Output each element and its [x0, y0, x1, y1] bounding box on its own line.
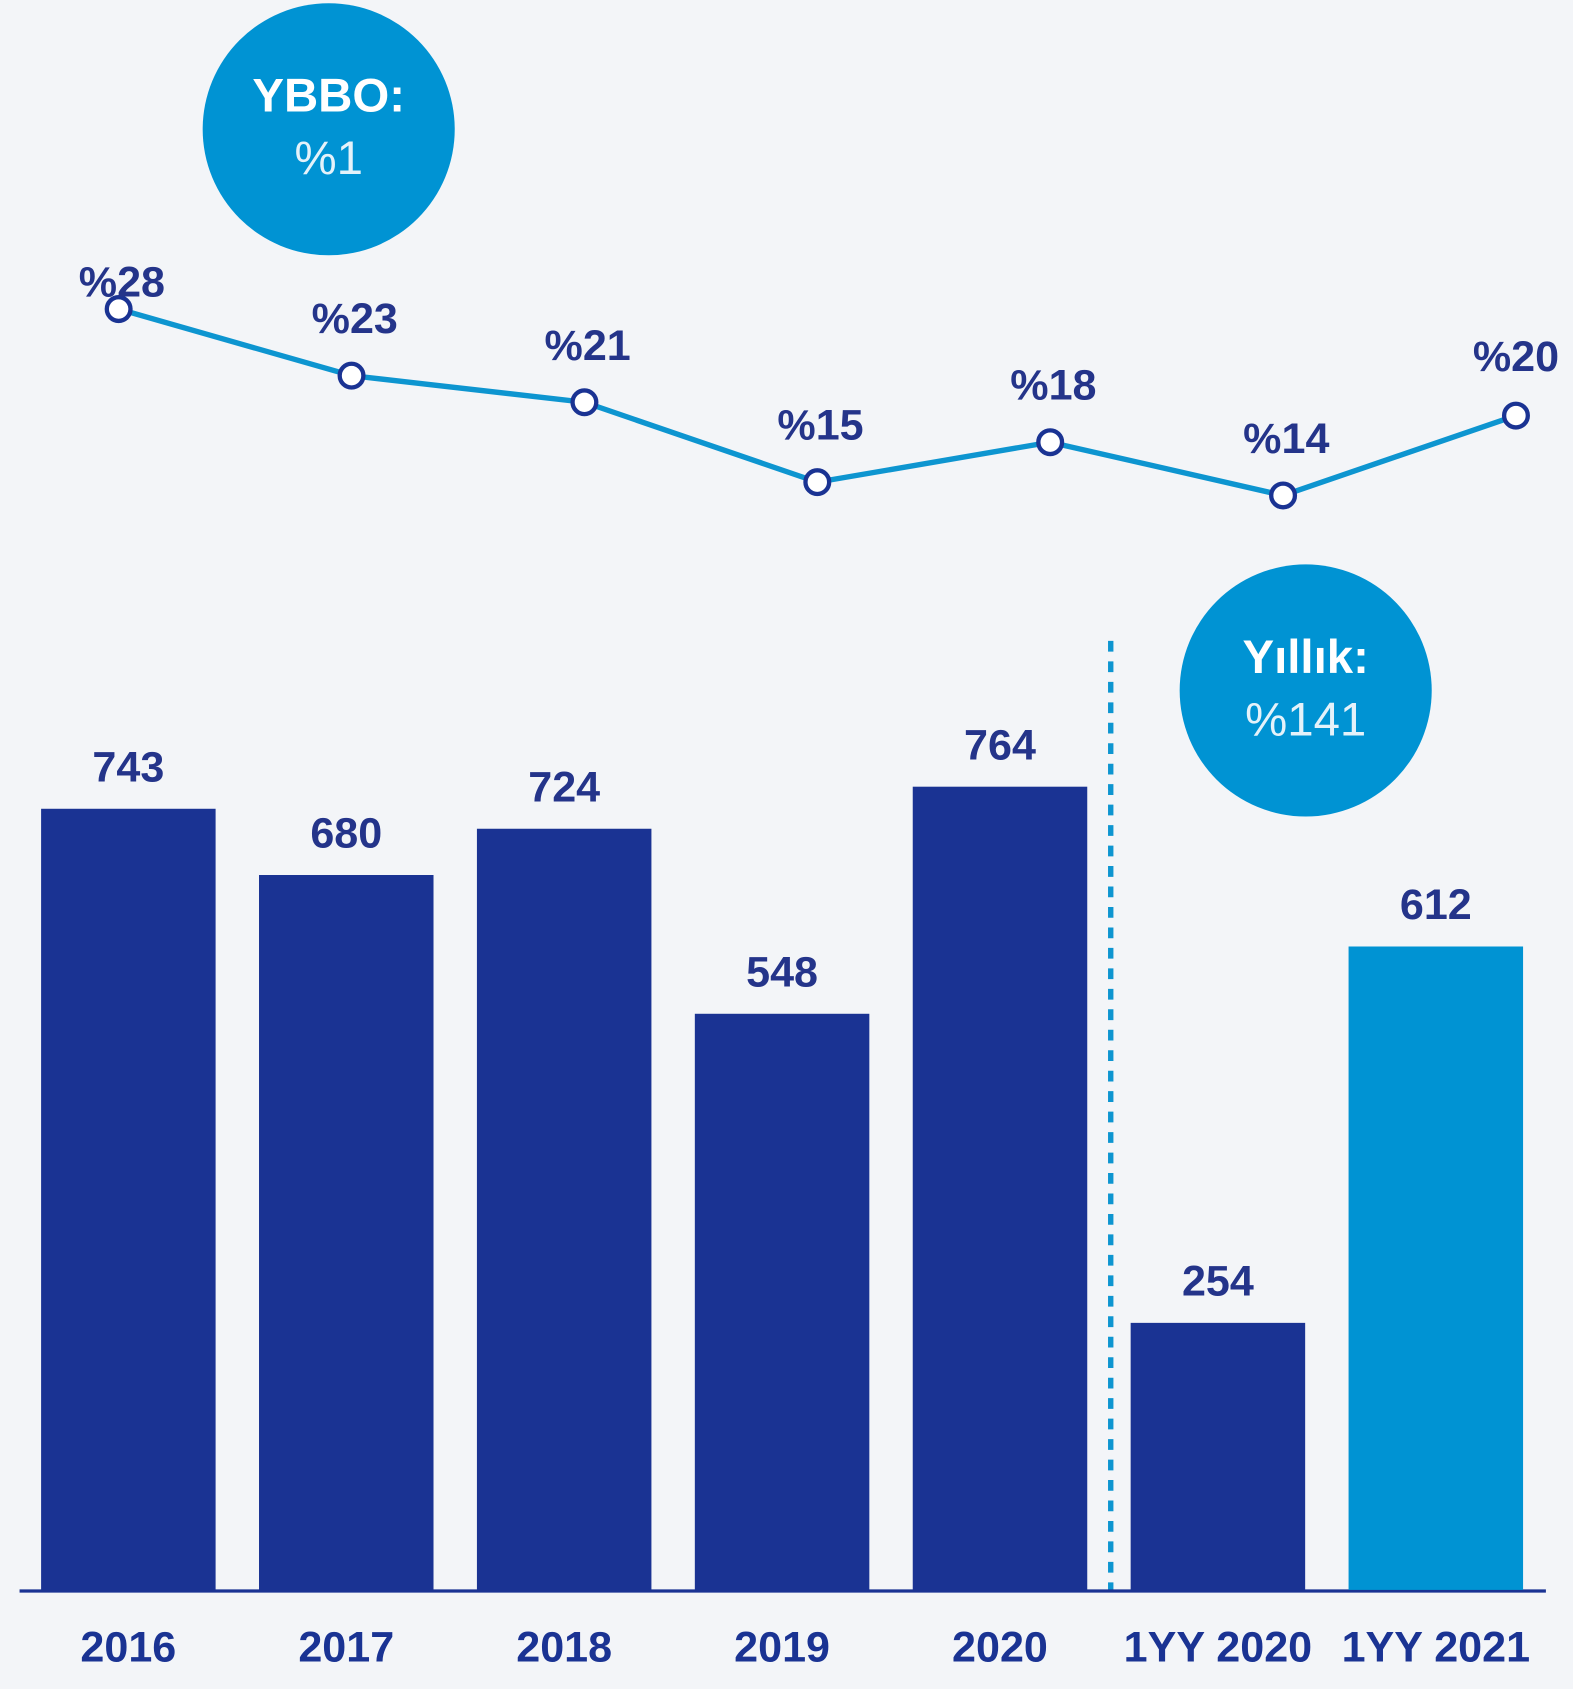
- line-value-label: %28: [79, 259, 165, 307]
- annotation-title: Yıllık:: [1243, 631, 1369, 684]
- bar: [259, 875, 434, 1590]
- bar-value-label: 612: [1400, 881, 1472, 929]
- line-value-label: %23: [312, 295, 398, 343]
- line-point: [104, 295, 133, 324]
- annotation-bubble: [202, 3, 455, 256]
- x-tick-label: 2019: [734, 1624, 830, 1672]
- bar-value-label: 254: [1182, 1257, 1254, 1305]
- line-point: [1036, 428, 1065, 457]
- x-tick-label: 2017: [298, 1624, 394, 1672]
- annotation-title: YBBO:: [252, 70, 405, 123]
- bar-value-label: 724: [528, 763, 600, 811]
- bar-value-label: 764: [964, 721, 1036, 769]
- bar: [1348, 946, 1524, 1590]
- line-value-label: %18: [1010, 362, 1096, 410]
- annotation-bubble: [1179, 564, 1432, 817]
- x-tick-label: 1YY 2021: [1342, 1624, 1530, 1672]
- x-tick-label: 2020: [952, 1624, 1048, 1672]
- bar-value-label: 743: [92, 743, 164, 791]
- x-tick-label: 1YY 2020: [1124, 1624, 1312, 1672]
- line-value-label: %14: [1243, 415, 1329, 463]
- line-point: [1269, 481, 1298, 510]
- line-point: [337, 361, 366, 390]
- bar-value-label: 680: [310, 810, 382, 858]
- annotation-text: %141: [1245, 693, 1366, 746]
- line-point: [803, 468, 832, 497]
- bar: [694, 1013, 870, 1590]
- bar: [1130, 1322, 1306, 1590]
- bar: [476, 828, 652, 1590]
- bar: [912, 786, 1088, 1590]
- annotation-text: %1: [294, 132, 362, 185]
- line-point: [1501, 401, 1530, 430]
- x-tick-label: 2018: [516, 1624, 612, 1672]
- line-point: [570, 388, 599, 417]
- bar: [41, 808, 216, 1590]
- line-value-label: %20: [1473, 333, 1559, 381]
- bar-value-label: 548: [746, 948, 818, 996]
- line-value-label: %15: [777, 402, 863, 450]
- line-value-label: %21: [545, 322, 631, 370]
- x-tick-label: 2016: [80, 1624, 176, 1672]
